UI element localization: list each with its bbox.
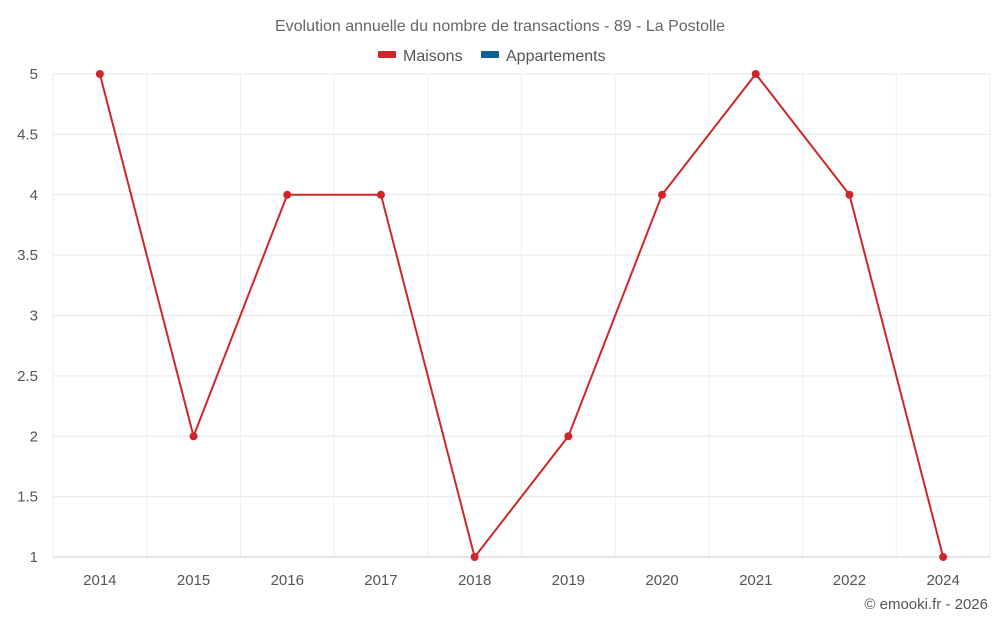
x-axis: 2014 2015 2016 2017 2018 2019 2020 2021 2022 2024 bbox=[53, 556, 990, 589]
data-point[interactable] bbox=[470, 553, 479, 561]
y-tick-label: 4 bbox=[30, 187, 38, 204]
data-point[interactable] bbox=[939, 553, 948, 561]
chart-title: Evolution annuelle du nombre de transact… bbox=[275, 18, 725, 35]
x-tick-label: 2014 bbox=[83, 572, 116, 589]
y-tick-label: 4.5 bbox=[17, 126, 38, 143]
x-tick-label: 2015 bbox=[177, 572, 210, 589]
x-tick-label: 2020 bbox=[645, 572, 678, 589]
legend-label-maisons: Maisons bbox=[403, 48, 463, 65]
legend: Maisons Appartements bbox=[378, 48, 606, 65]
legend-item-appartements[interactable]: Appartements bbox=[481, 48, 606, 65]
y-tick-label: 5 bbox=[30, 66, 38, 83]
data-point[interactable] bbox=[658, 190, 667, 199]
legend-label-appartements: Appartements bbox=[506, 48, 606, 65]
legend-item-maisons[interactable]: Maisons bbox=[378, 48, 463, 65]
y-tick-label: 1.5 bbox=[17, 489, 38, 506]
grid bbox=[52, 73, 991, 558]
data-point[interactable] bbox=[564, 432, 573, 441]
y-tick-label: 2 bbox=[30, 428, 38, 445]
x-tick-label: 2019 bbox=[552, 572, 585, 589]
x-tick-label: 2017 bbox=[364, 572, 397, 589]
data-point[interactable] bbox=[376, 190, 385, 199]
credit-text: © emooki.fr - 2026 bbox=[864, 596, 988, 613]
series-maisons bbox=[95, 70, 948, 561]
data-point[interactable] bbox=[845, 190, 854, 199]
x-tick-label: 2022 bbox=[833, 572, 866, 589]
legend-swatch-appartements bbox=[481, 51, 499, 58]
y-tick-label: 1 bbox=[30, 549, 38, 566]
y-tick-label: 2.5 bbox=[17, 368, 38, 385]
data-point[interactable] bbox=[189, 432, 198, 441]
x-tick-label: 2021 bbox=[739, 572, 772, 589]
data-point[interactable] bbox=[95, 70, 104, 78]
legend-swatch-maisons bbox=[378, 51, 396, 58]
x-tick-label: 2024 bbox=[926, 572, 959, 589]
y-axis: 1 1.5 2 2.5 3 3.5 4 4.5 5 bbox=[17, 66, 38, 566]
y-tick-label: 3 bbox=[30, 308, 38, 325]
data-point[interactable] bbox=[751, 70, 760, 78]
series-line bbox=[98, 73, 945, 558]
x-tick-label: 2016 bbox=[271, 572, 304, 589]
data-point[interactable] bbox=[283, 190, 292, 199]
x-tick-label: 2018 bbox=[458, 572, 491, 589]
y-tick-label: 3.5 bbox=[17, 247, 38, 264]
